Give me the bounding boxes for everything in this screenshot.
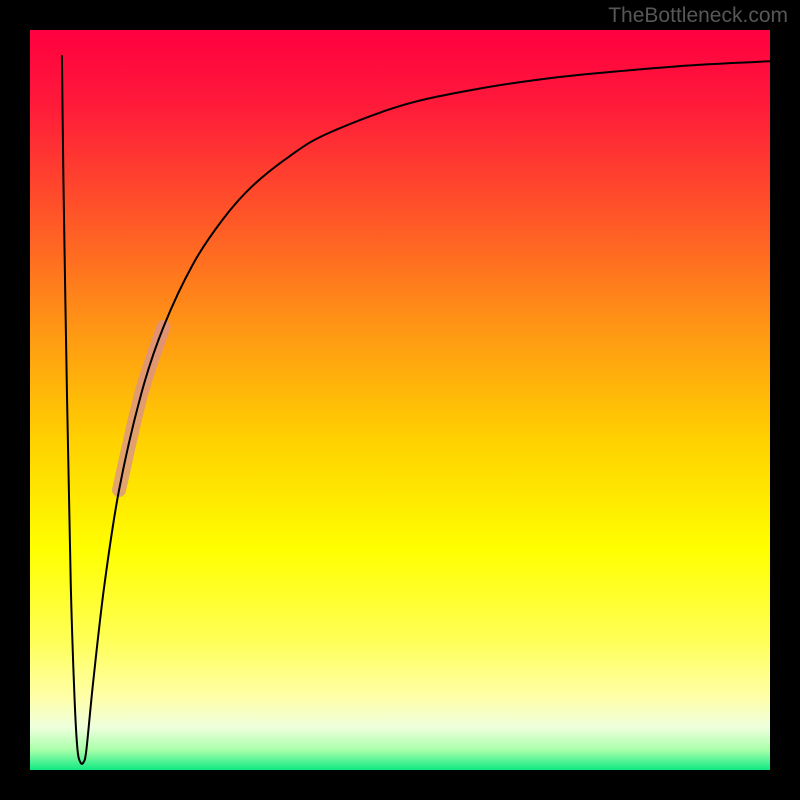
chart-container: TheBottleneck.com bbox=[0, 0, 800, 800]
bottleneck-chart bbox=[0, 0, 800, 800]
watermark-text: TheBottleneck.com bbox=[608, 4, 788, 28]
